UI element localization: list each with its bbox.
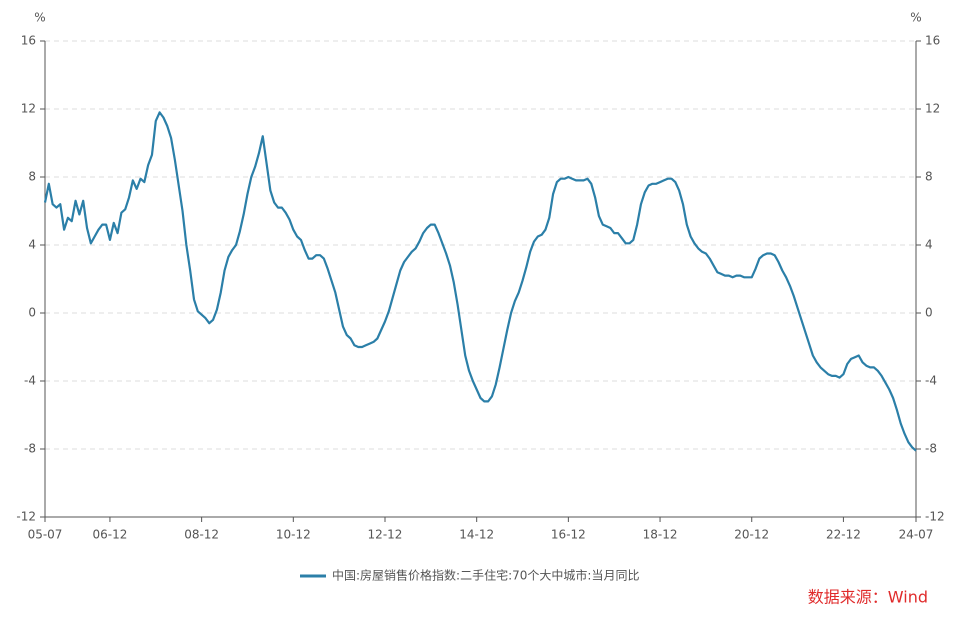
- x-tick-label: 16-12: [551, 528, 586, 542]
- x-tick-label: 24-07: [899, 528, 934, 542]
- x-tick-label: 14-12: [459, 528, 494, 542]
- y2-tick-label: -8: [925, 442, 937, 456]
- y2-tick-label: 4: [925, 238, 933, 252]
- x-tick-label: 05-07: [28, 528, 63, 542]
- y-tick-label: 8: [28, 170, 36, 184]
- x-tick-label: 10-12: [276, 528, 311, 542]
- y-tick-label: 0: [28, 306, 36, 320]
- y2-tick-label: 8: [925, 170, 933, 184]
- y-tick-label: 4: [28, 238, 36, 252]
- y-tick-label: 12: [21, 102, 36, 116]
- y2-unit: %: [910, 11, 921, 25]
- legend-label: 中国:房屋销售价格指数:二手住宅:70个大中城市:当月同比: [332, 568, 639, 583]
- x-tick-label: 12-12: [368, 528, 403, 542]
- y2-tick-label: -12: [925, 510, 945, 524]
- x-tick-label: 06-12: [93, 528, 128, 542]
- x-tick-label: 22-12: [826, 528, 861, 542]
- y2-tick-label: -4: [925, 374, 937, 388]
- y-tick-label: -12: [16, 510, 36, 524]
- y2-tick-label: 12: [925, 102, 940, 116]
- y-tick-label: -8: [24, 442, 36, 456]
- line: [43, 111, 917, 452]
- x-tick-label: 20-12: [734, 528, 769, 542]
- y2-tick-label: 0: [925, 306, 933, 320]
- y-tick-label: -4: [24, 374, 36, 388]
- y-tick-label: 16: [21, 34, 36, 48]
- source: 数据来源：Wind: [808, 588, 928, 607]
- x-tick-label: 18-12: [643, 528, 678, 542]
- y2-tick-label: 16: [925, 34, 940, 48]
- y-unit: %: [34, 11, 45, 25]
- x-tick-label: 08-12: [184, 528, 219, 542]
